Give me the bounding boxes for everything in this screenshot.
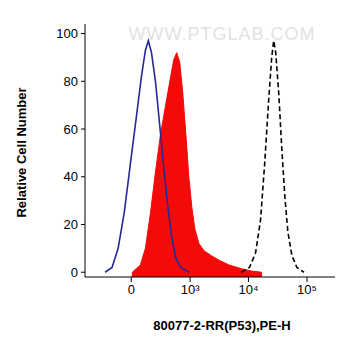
x-tick-label: 0: [128, 282, 135, 297]
y-tick-label: 80: [64, 74, 78, 89]
x-axis-label: 80077-2-RR(P53),PE-H: [153, 318, 290, 333]
y-tick: [81, 129, 85, 130]
y-tick: [81, 176, 85, 177]
y-tick-label: 20: [64, 217, 78, 232]
histogram-line: [105, 41, 189, 273]
plot-area: [105, 41, 304, 277]
y-tick-label: 0: [71, 265, 78, 280]
x-tick-label: 10⁴: [238, 282, 258, 297]
y-tick-label: 60: [64, 122, 78, 137]
histogram-line: [241, 41, 304, 273]
histogram-area: [132, 53, 261, 277]
y-axis: [85, 24, 86, 277]
watermark: WWW.PTGLAB.COM: [129, 24, 316, 44]
y-tick-label: 40: [64, 169, 78, 184]
chart: WWW.PTGLAB.COM 0 20 40 60 80 100 0 10³ 10⁴ 10⁵ 8007…: [0, 0, 361, 356]
y-tick: [81, 224, 85, 225]
y-tick-label: 100: [56, 26, 78, 41]
x-tick-label: 10³: [181, 282, 200, 297]
x-axis: [85, 277, 335, 278]
y-tick: [81, 272, 85, 273]
y-tick: [81, 81, 85, 82]
y-tick: [81, 33, 85, 34]
x-tick-label: 10⁵: [297, 282, 317, 297]
y-axis-label: Relative Cell Number: [14, 87, 29, 217]
